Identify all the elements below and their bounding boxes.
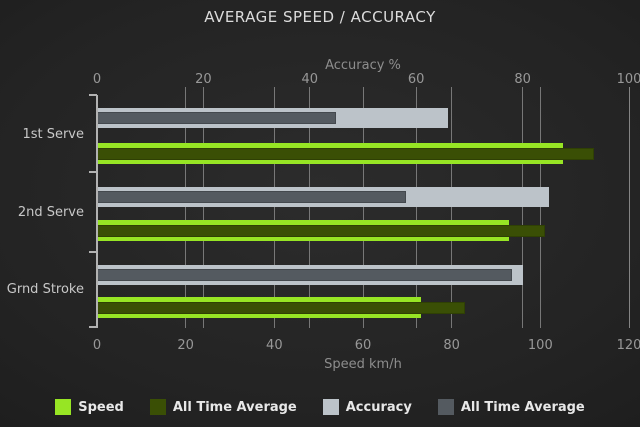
top-axis-gridline [202,87,204,328]
y-axis-tick [89,326,97,328]
legend-label: All Time Average [172,399,297,415]
top-axis-gridline [415,87,417,328]
category-label-grnd-stroke: Grnd Stroke [6,282,84,297]
chart-legend: Speed All Time Average Accuracy All Time Av… [0,398,640,416]
bottom-axis-gridline [185,87,187,328]
speed-axis-tick-label: 40 [266,338,283,353]
legend-label: All Time Average [460,399,585,415]
legend-label: Speed [78,399,124,415]
accuracy-axis-tick-label: 100 [616,72,640,87]
speed-axis-title: Speed km/h [324,357,402,372]
top-axis-gridline [522,87,524,328]
accuracy-axis-title: Accuracy % [325,58,401,73]
speed-average-bar-grnd-stroke [97,301,465,314]
speed-average-bar-2nd-serve [97,224,545,237]
speed-axis-tick-label: 100 [527,338,553,353]
legend-swatch [149,399,166,415]
speed-axis-tick-label: 0 [92,338,102,353]
accuracy-axis-tick-label: 40 [301,72,319,87]
speed-axis-tick-label: 120 [616,338,640,353]
accuracy-axis-tick-label: 60 [407,72,425,87]
y-axis-line [96,95,98,328]
speed-axis-tick-label: 20 [177,338,194,353]
accuracy-axis-tick-label: 80 [514,72,531,87]
accuracy-axis-tick-label: 20 [195,72,212,87]
bottom-axis-gridline [539,87,541,328]
legend-item-all-time-average-1: All Time Average [149,399,297,415]
chart-title: AVERAGE SPEED / ACCURACY [204,8,436,26]
speed-axis-tick-label: 60 [354,338,372,353]
accuracy-average-bar-grnd-stroke [97,269,512,281]
legend-label: Accuracy [345,399,412,415]
bottom-axis-gridline [451,87,453,328]
y-axis-tick [89,94,97,96]
accuracy-axis-tick-label: 0 [92,72,102,87]
bottom-axis-gridline [273,87,275,328]
y-axis-tick [89,251,97,253]
accuracy-average-bar-2nd-serve [97,191,406,203]
legend-swatch [55,399,72,415]
speed-axis-tick-label: 80 [443,338,460,353]
category-label-2nd-serve: 2nd Serve [17,205,84,220]
legend-item-speed-0: Speed [55,399,124,415]
top-axis-gridline [309,87,311,328]
bottom-axis-gridline [628,87,630,328]
legend-swatch [322,399,339,415]
accuracy-average-bar-1st-serve [97,112,337,124]
legend-swatch [437,399,454,415]
category-label-1st-serve: 1st Serve [22,127,84,142]
bottom-axis-gridline [362,87,364,328]
legend-item-accuracy-2: Accuracy [322,399,412,415]
y-axis-tick [89,171,97,173]
legend-item-all-time-average-3: All Time Average [437,399,585,415]
speed-average-bar-1st-serve [97,147,594,160]
